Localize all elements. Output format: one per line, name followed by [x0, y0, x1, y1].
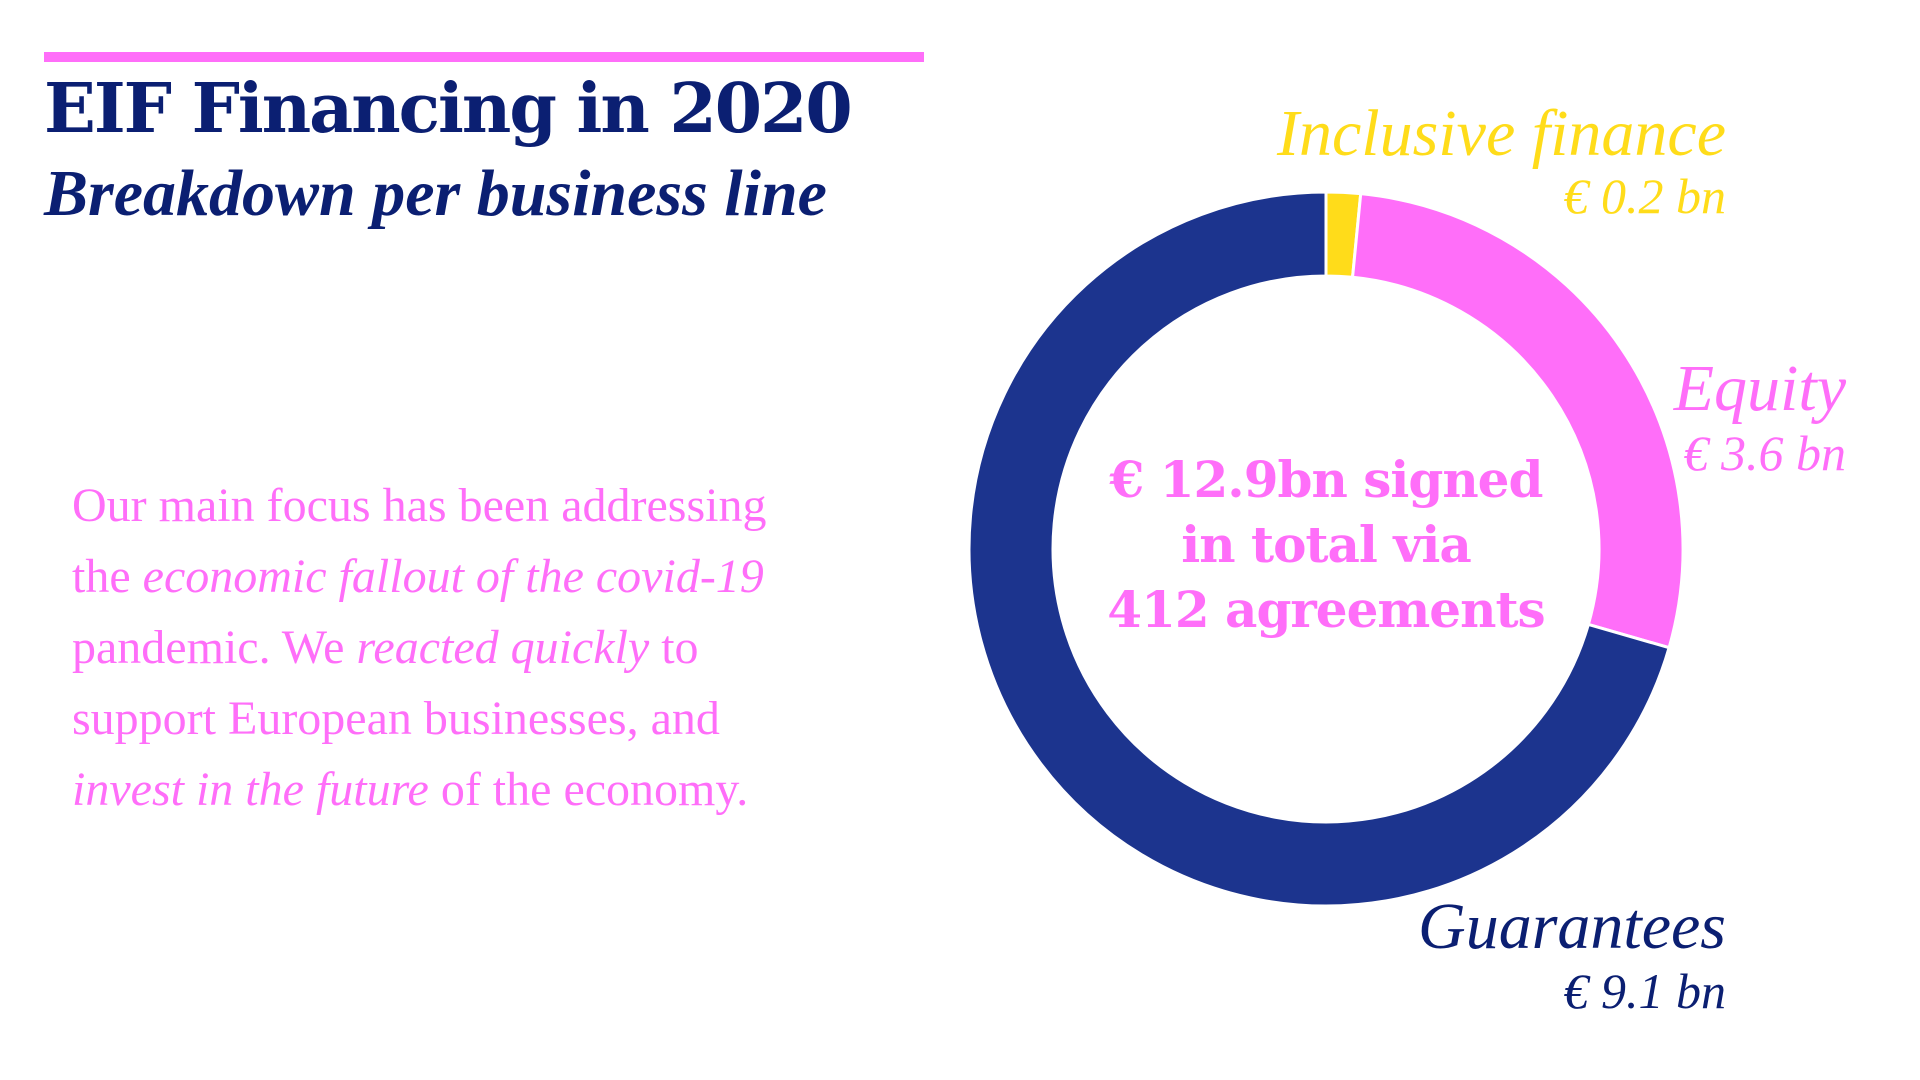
body-paragraph: Our main focus has been addressing the e… — [72, 470, 892, 825]
body-line-5-emphasis: invest in the future — [72, 763, 429, 816]
label-equity-name: Equity — [1673, 352, 1847, 425]
body-line-4: support European businesses, and — [72, 692, 720, 745]
body-line-5b: of the economy. — [428, 763, 749, 816]
top-accent-rule — [44, 52, 924, 62]
page-title: EIF Financing in 2020 — [44, 69, 853, 149]
label-inclusive-finance-name: Inclusive finance — [1276, 97, 1726, 170]
page-subtitle: Breakdown per business line — [44, 157, 827, 230]
donut-slices — [967, 190, 1685, 908]
body-line-1: Our main focus has been addressing — [72, 479, 767, 532]
body-line-3-emphasis: reacted quickly — [356, 621, 650, 674]
label-guarantees-value: € 9.1 bn — [1564, 963, 1727, 1019]
label-equity-value: € 3.6 bn — [1684, 425, 1847, 481]
body-line-3b: to — [649, 621, 699, 674]
slice-labels: Inclusive finance€ 0.2 bn Equity€ 3.6 bn G… — [1276, 97, 1847, 1019]
label-guarantees-name: Guarantees — [1418, 890, 1726, 963]
center-total-line-2: in total via — [1181, 515, 1471, 574]
slice-guarantees — [967, 190, 1671, 908]
body-line-2a: the — [72, 550, 143, 603]
center-total-line-1: € 12.9bn signed — [1109, 450, 1543, 509]
center-total-line-3: 412 agreements — [1107, 580, 1544, 639]
body-line-2-emphasis: economic fallout of the covid-19 — [142, 550, 764, 603]
label-inclusive-finance-value: € 0.2 bn — [1564, 168, 1727, 224]
body-line-3a: pandemic. We — [72, 621, 357, 674]
slice-equity — [1350, 192, 1685, 650]
